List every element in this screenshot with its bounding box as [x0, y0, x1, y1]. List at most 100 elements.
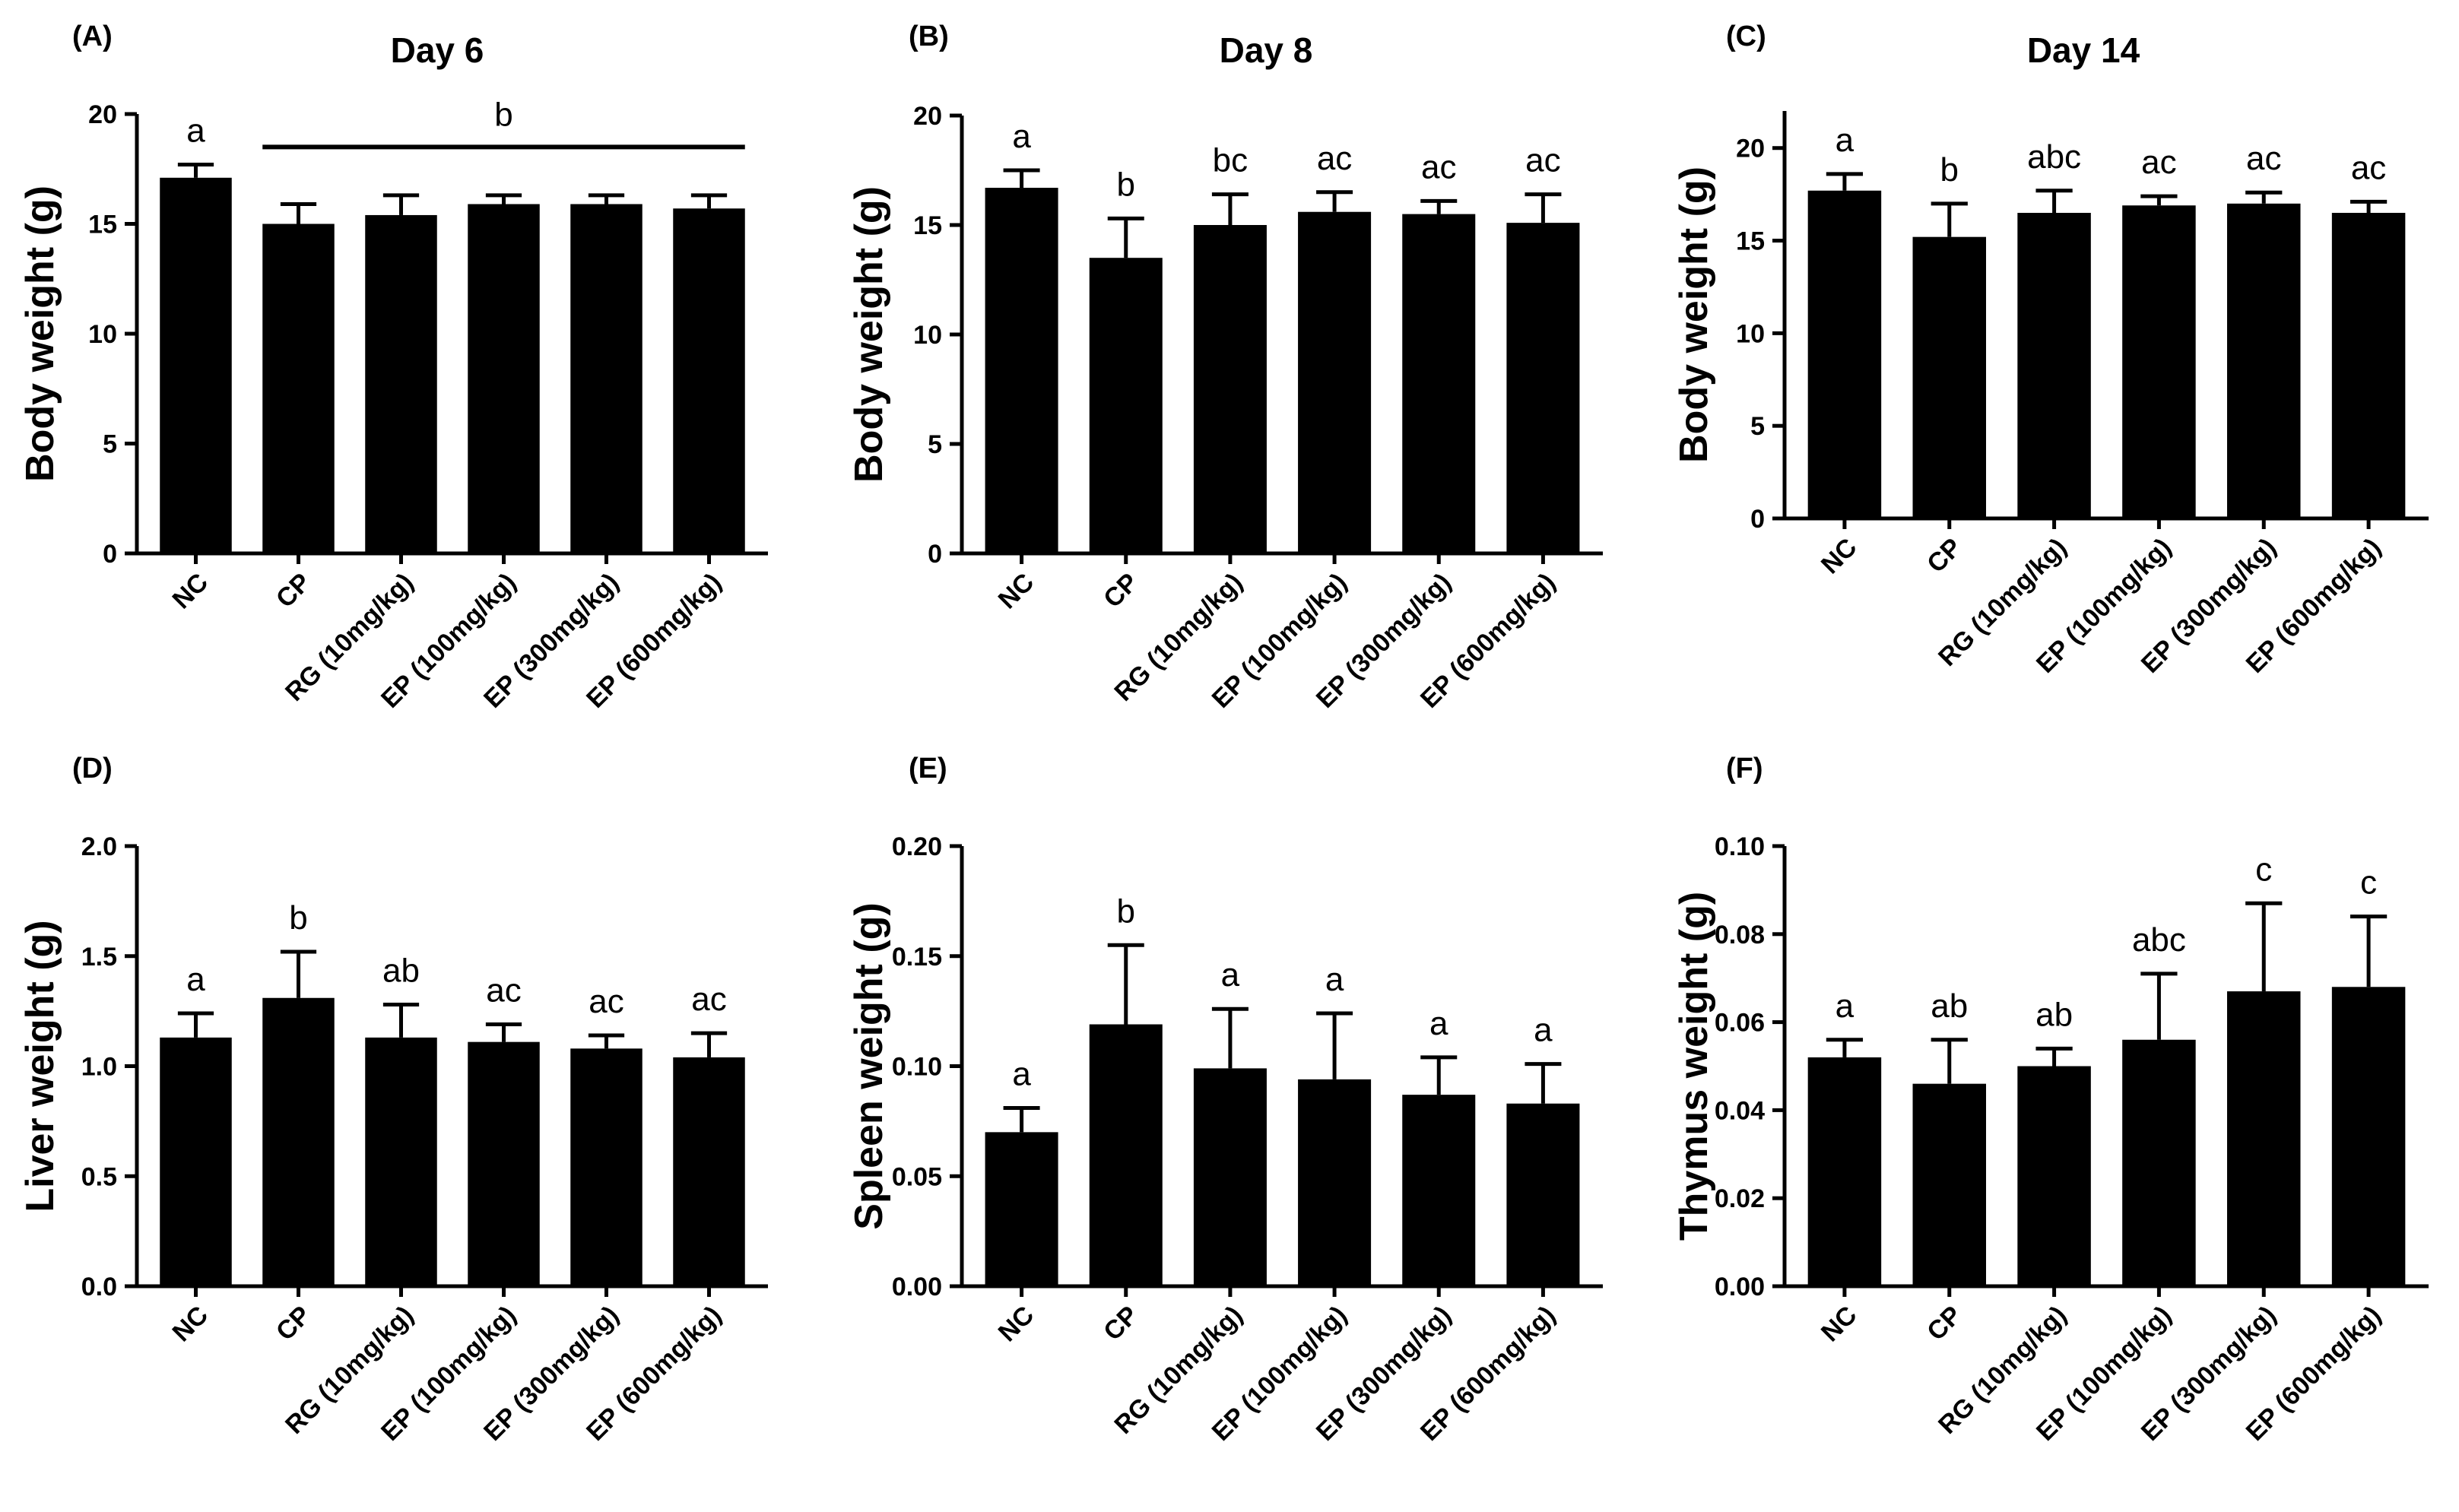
y-tick-label: 15: [913, 211, 942, 240]
bar-5: [2227, 991, 2301, 1286]
bar-3: [365, 214, 437, 553]
x-tick-label: CP: [1098, 1301, 1144, 1346]
panel-f: (F) 0.00 0.02 0.04 0.06 0.08 0.10 Thymus weight…: [1672, 753, 2429, 1447]
y-tick-label: 0.5: [81, 1162, 117, 1191]
significance-letter: b: [1940, 151, 1959, 189]
x-tick-label: NC: [1816, 533, 1863, 580]
y-tick-label: 0.04: [1715, 1096, 1765, 1125]
bar-6: [1506, 223, 1580, 553]
panel-c: (C) Day 14 0 5 10 15 20 Body weight (g) a NC b CP ab…: [1672, 21, 2429, 679]
y-tick-label: 5: [103, 430, 117, 459]
bar-2: [1089, 1024, 1163, 1286]
y-tick-label: 1.5: [81, 943, 117, 972]
bar-5: [570, 204, 643, 553]
bar-2: [1089, 258, 1163, 553]
significance-letter: abc: [2027, 138, 2081, 176]
significance-letter: ab: [382, 952, 420, 989]
significance-letter: ac: [589, 983, 623, 1020]
y-axis-label: Body weight (g): [847, 186, 891, 483]
y-axis-label: Spleen weight (g): [847, 902, 891, 1229]
significance-letter: c: [2255, 851, 2272, 888]
significance-letter: b: [1117, 892, 1135, 930]
bar-3: [1193, 1068, 1267, 1286]
y-tick-label: 0.0: [81, 1273, 117, 1301]
y-tick-label: 5: [1750, 412, 1765, 441]
panel-title: Day 6: [391, 30, 484, 70]
panel-label: (A): [72, 21, 113, 52]
x-tick-label: NC: [167, 1301, 214, 1348]
bar-6: [1506, 1103, 1580, 1286]
panel-label: (D): [72, 753, 113, 785]
y-tick-label: 20: [913, 102, 942, 131]
x-tick-label: NC: [993, 568, 1040, 615]
bar-1: [985, 1132, 1058, 1286]
panel-label: (E): [909, 753, 947, 785]
significance-letter: a: [1836, 122, 1855, 159]
y-tick-label: 15: [88, 211, 117, 239]
significance-letter: b: [1117, 166, 1135, 203]
y-tick-label: 0: [928, 540, 942, 569]
bar-5: [2227, 203, 2301, 518]
bar-3: [365, 1037, 437, 1286]
bar-5: [1402, 214, 1476, 553]
y-tick-label: 0.00: [892, 1273, 942, 1301]
y-tick-label: 0.05: [892, 1162, 942, 1191]
significance-letter: bc: [1213, 142, 1248, 179]
significance-letter: a: [186, 112, 205, 149]
bar-1: [1807, 1057, 1882, 1286]
y-tick-label: 0: [1750, 505, 1765, 534]
x-tick-label: NC: [993, 1301, 1040, 1348]
x-tick-label: NC: [1816, 1301, 1863, 1348]
y-axis-label: Thymus weight (g): [1672, 892, 1716, 1241]
significance-letter: a: [1221, 956, 1240, 994]
panel-label: (C): [1726, 21, 1766, 52]
bar-1: [160, 177, 232, 553]
bar-6: [673, 1057, 745, 1286]
bar-6: [2331, 213, 2406, 518]
y-tick-label: 10: [1736, 319, 1765, 348]
y-axis-label: Liver weight (g): [18, 920, 62, 1212]
significance-letter: ac: [1317, 140, 1352, 177]
significance-letter: a: [1429, 1005, 1448, 1042]
significance-letter: a: [186, 961, 205, 998]
bar-1: [985, 188, 1058, 554]
significance-letter: ac: [2141, 144, 2176, 181]
bar-6: [673, 208, 745, 553]
significance-letter: ac: [486, 972, 521, 1009]
y-tick-label: 0.15: [892, 943, 942, 972]
bar-2: [262, 223, 335, 553]
x-tick-label: CP: [271, 1301, 316, 1346]
significance-letter: ac: [2246, 140, 2281, 177]
y-tick-label: 1.0: [81, 1053, 117, 1082]
bar-4: [468, 1041, 540, 1286]
y-tick-label: 0.10: [1715, 832, 1765, 861]
bar-3: [2017, 213, 2091, 518]
bar-2: [262, 997, 335, 1286]
y-tick-label: 20: [88, 100, 117, 129]
bar-4: [468, 204, 540, 553]
y-tick-label: 0.06: [1715, 1009, 1765, 1038]
bar-4: [2122, 1039, 2196, 1286]
y-tick-label: 0.10: [892, 1053, 942, 1082]
bar-4: [2122, 205, 2196, 518]
bar-2: [1912, 1083, 1986, 1286]
y-tick-label: 0.08: [1715, 921, 1765, 949]
bar-5: [1402, 1095, 1476, 1286]
y-tick-label: 10: [88, 320, 117, 349]
y-axis-label: Body weight (g): [18, 185, 62, 482]
group-significance-letter: b: [494, 96, 512, 133]
panel-label: (B): [909, 21, 949, 52]
bar-3: [2017, 1066, 2091, 1286]
significance-letter: ac: [691, 981, 726, 1018]
significance-letter: b: [289, 899, 307, 937]
significance-letter: ac: [2351, 149, 2386, 186]
significance-letter: a: [1012, 1056, 1031, 1093]
significance-letter: a: [1836, 987, 1855, 1025]
significance-letter: c: [2360, 864, 2377, 902]
significance-letter: abc: [2132, 921, 2186, 959]
y-tick-label: 0.00: [1715, 1273, 1765, 1301]
significance-letter: a: [1534, 1012, 1553, 1049]
